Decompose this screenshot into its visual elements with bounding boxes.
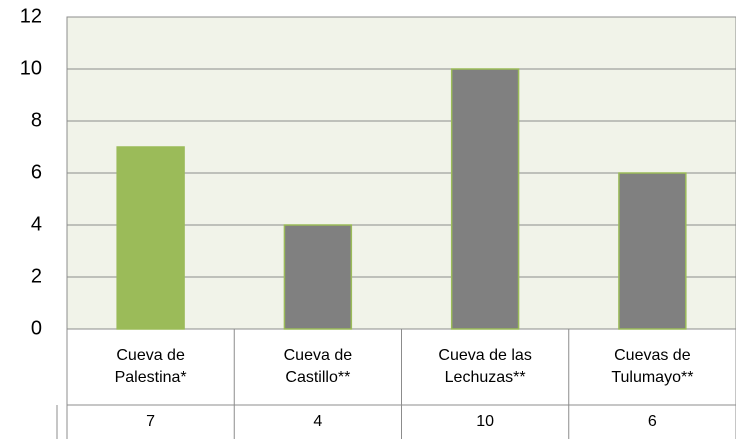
bar bbox=[618, 172, 687, 330]
y-tick-label: 12 bbox=[20, 5, 42, 27]
table-value: 10 bbox=[476, 413, 495, 430]
y-tick-label: 10 bbox=[20, 57, 42, 79]
y-tick-label: 4 bbox=[31, 213, 42, 235]
category-label: Cuevas de Tulumayo** bbox=[611, 347, 694, 386]
y-tick-label: 0 bbox=[31, 317, 42, 339]
bar bbox=[116, 146, 185, 330]
table-value: 7 bbox=[146, 413, 156, 430]
category-label: Cueva de las Lechuzas** bbox=[438, 347, 532, 386]
table-value: 4 bbox=[313, 413, 323, 430]
bar bbox=[283, 224, 353, 330]
y-tick-label: 2 bbox=[31, 265, 42, 287]
y-tick-label: 6 bbox=[31, 161, 42, 183]
y-tick-label: 8 bbox=[31, 109, 42, 131]
category-label: Cueva de Castillo** bbox=[283, 347, 353, 386]
table-value: 6 bbox=[647, 413, 657, 430]
category-label: Cueva de Palestina* bbox=[114, 347, 187, 386]
bar bbox=[450, 68, 520, 330]
